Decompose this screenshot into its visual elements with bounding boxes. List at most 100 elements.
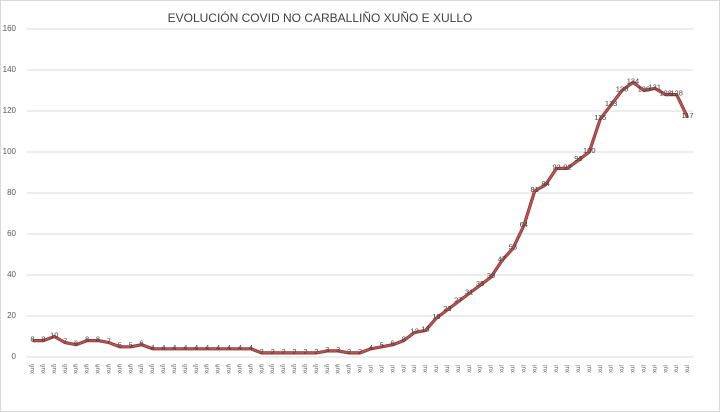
data-label: 8 bbox=[41, 335, 45, 344]
y-tick-label: 160 bbox=[3, 24, 17, 33]
x-tick-label: xul bbox=[641, 365, 647, 373]
data-label: 13 bbox=[421, 324, 429, 333]
data-label: 8 bbox=[30, 335, 34, 344]
data-label: 5 bbox=[118, 341, 122, 350]
data-label: 6 bbox=[391, 339, 395, 348]
data-label: 4 bbox=[369, 343, 373, 352]
y-tick-label: 80 bbox=[7, 188, 16, 197]
data-label: 3 bbox=[336, 345, 340, 354]
x-tick-label: xul bbox=[631, 365, 637, 373]
x-tick-label: xul bbox=[401, 365, 407, 373]
data-label: 7 bbox=[63, 337, 67, 346]
x-tick-label: xuñ bbox=[30, 364, 36, 374]
x-tick-label: xuñ bbox=[227, 364, 233, 374]
data-label: 4 bbox=[150, 343, 154, 352]
data-label: 4 bbox=[216, 343, 220, 352]
data-label: 10 bbox=[50, 330, 58, 339]
data-label: 4 bbox=[183, 343, 187, 352]
x-tick-label: xul bbox=[674, 365, 680, 373]
data-label: 35 bbox=[476, 279, 484, 288]
x-tick-label: xuñ bbox=[96, 364, 102, 374]
data-label: 123 bbox=[605, 99, 618, 108]
x-tick-label: xuñ bbox=[150, 364, 156, 374]
data-label: 131 bbox=[649, 82, 662, 91]
x-tick-label: xul bbox=[543, 365, 549, 373]
data-label: 96 bbox=[574, 154, 582, 163]
data-label: 130 bbox=[616, 84, 629, 93]
data-label: 117 bbox=[682, 111, 694, 120]
data-label: 81 bbox=[531, 185, 539, 194]
data-label: 8 bbox=[402, 335, 406, 344]
data-label: 92 bbox=[552, 162, 560, 171]
data-label: 8 bbox=[96, 335, 100, 344]
data-label: 128 bbox=[659, 89, 672, 98]
data-label: 47 bbox=[498, 255, 506, 264]
x-tick-label: xul bbox=[652, 365, 658, 373]
y-tick-label: 60 bbox=[7, 229, 16, 238]
y-tick-label: 40 bbox=[7, 270, 16, 279]
x-tick-label: xul bbox=[532, 365, 538, 373]
data-label: 53 bbox=[509, 242, 517, 251]
x-tick-label: xul bbox=[434, 365, 440, 373]
x-tick-label: xul bbox=[663, 365, 669, 373]
x-tick-label: xul bbox=[368, 365, 374, 373]
x-tick-label: xuñ bbox=[270, 364, 276, 374]
data-label: 64 bbox=[520, 220, 528, 229]
x-tick-label: xul bbox=[609, 365, 615, 373]
data-label: 23 bbox=[443, 304, 451, 313]
x-tick-label: xuñ bbox=[74, 364, 80, 374]
x-tick-label: xuñ bbox=[41, 364, 47, 374]
x-tick-label: xul bbox=[489, 365, 495, 373]
x-tick-label: xul bbox=[685, 365, 691, 373]
data-label: 2 bbox=[303, 347, 307, 356]
data-label: 128 bbox=[670, 89, 683, 98]
data-label: 4 bbox=[194, 343, 198, 352]
x-tick-label: xul bbox=[620, 365, 626, 373]
data-label: 6 bbox=[140, 339, 144, 348]
data-label: 7 bbox=[107, 337, 111, 346]
data-label: 12 bbox=[410, 326, 418, 335]
data-label: 39 bbox=[487, 271, 495, 280]
data-label: 2 bbox=[347, 347, 351, 356]
x-tick-label: xul bbox=[565, 365, 571, 373]
x-tick-label: xuñ bbox=[292, 364, 298, 374]
data-label: 8 bbox=[85, 335, 89, 344]
data-label: 4 bbox=[238, 343, 242, 352]
x-tick-label: xuñ bbox=[303, 364, 309, 374]
x-tick-label: xuñ bbox=[172, 364, 178, 374]
y-tick-label: 120 bbox=[3, 106, 17, 115]
x-tick-label: xuñ bbox=[248, 364, 254, 374]
data-label: 19 bbox=[432, 312, 440, 321]
x-tick-label: xuñ bbox=[52, 364, 58, 374]
data-label: 5 bbox=[380, 341, 384, 350]
data-label: 4 bbox=[161, 343, 165, 352]
x-tick-label: xuñ bbox=[205, 364, 211, 374]
x-tick-label: xuñ bbox=[85, 364, 91, 374]
x-tick-label: xuñ bbox=[336, 364, 342, 374]
x-tick-label: xuñ bbox=[194, 364, 200, 374]
data-label: 100 bbox=[583, 146, 596, 155]
data-label: 130 bbox=[638, 84, 651, 93]
y-tick-label: 0 bbox=[12, 352, 17, 361]
x-tick-label: xul bbox=[467, 365, 473, 373]
x-tick-label: xuñ bbox=[183, 364, 189, 374]
data-label: 4 bbox=[227, 343, 231, 352]
x-tick-label: xuñ bbox=[63, 364, 69, 374]
data-label: 2 bbox=[314, 347, 318, 356]
x-tick-label: xul bbox=[576, 365, 582, 373]
data-label: 134 bbox=[627, 76, 640, 85]
x-tick-label: xuñ bbox=[216, 364, 222, 374]
data-label: 92 bbox=[563, 162, 571, 171]
data-label: 2 bbox=[271, 347, 275, 356]
x-tick-label: xuñ bbox=[347, 364, 353, 374]
data-label: 6 bbox=[74, 339, 78, 348]
data-label: 116 bbox=[594, 113, 606, 122]
y-tick-label: 20 bbox=[7, 311, 16, 320]
x-tick-label: xul bbox=[598, 365, 604, 373]
x-tick-label: xuñ bbox=[281, 364, 287, 374]
x-tick-label: xul bbox=[358, 365, 364, 373]
data-label: 4 bbox=[249, 343, 253, 352]
x-tick-label: xul bbox=[510, 365, 516, 373]
data-label: 31 bbox=[465, 287, 473, 296]
